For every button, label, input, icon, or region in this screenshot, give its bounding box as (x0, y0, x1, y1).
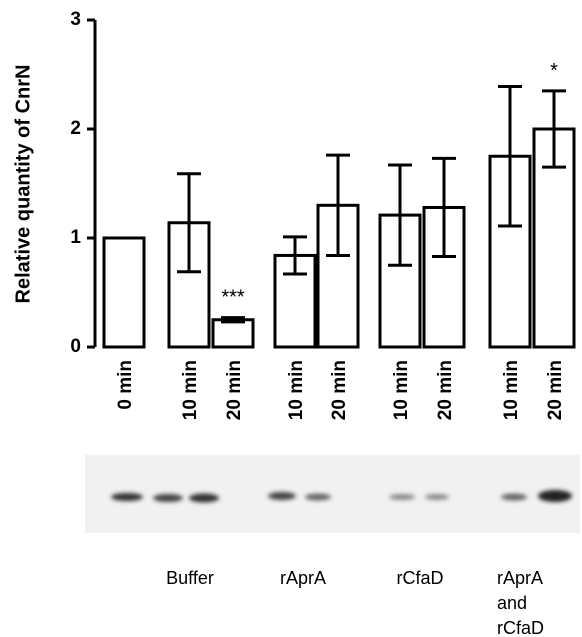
blot-background (85, 455, 580, 533)
bar (104, 238, 144, 347)
blot-band (305, 494, 331, 501)
blot-band (501, 494, 527, 501)
x-tick-label: 20 min (329, 360, 350, 420)
x-tick-label: 20 min (224, 360, 245, 420)
blot-band (153, 494, 183, 502)
significance-label: *** (221, 287, 245, 309)
y-axis-label: Relative quantity of CnrN (12, 65, 34, 304)
x-tick-label: 0 min (115, 360, 136, 410)
y-tick-label: 1 (70, 227, 81, 248)
blot-band (538, 490, 572, 502)
bar (213, 320, 253, 347)
y-tick-label: 3 (70, 9, 81, 30)
x-tick-label: 20 min (435, 360, 456, 420)
blot-band (389, 494, 415, 500)
x-tick-label: 20 min (545, 360, 566, 420)
blot-band (189, 494, 219, 503)
y-tick-label: 2 (70, 118, 81, 139)
significance-label: * (550, 60, 558, 82)
figure: Relative quantity of CnrN 0 1 2 3 0 min 10 mi… (0, 0, 582, 637)
x-tick-label: 10 min (501, 360, 522, 420)
x-tick-label: 10 min (286, 360, 307, 420)
blot-band (268, 492, 296, 500)
y-tick-label: 0 (70, 336, 81, 357)
group-label: rAprA (280, 568, 326, 588)
group-label: rAprA (497, 568, 543, 588)
blot (85, 455, 580, 533)
blot-band (111, 493, 143, 501)
group-label: rCfaD (396, 568, 443, 588)
x-tick-label: 10 min (391, 360, 412, 420)
group-label: Buffer (166, 568, 214, 588)
blot-band (425, 494, 449, 500)
x-tick-label: 10 min (180, 360, 201, 420)
group-label: rCfaD (497, 618, 544, 637)
group-label: and (497, 593, 527, 613)
